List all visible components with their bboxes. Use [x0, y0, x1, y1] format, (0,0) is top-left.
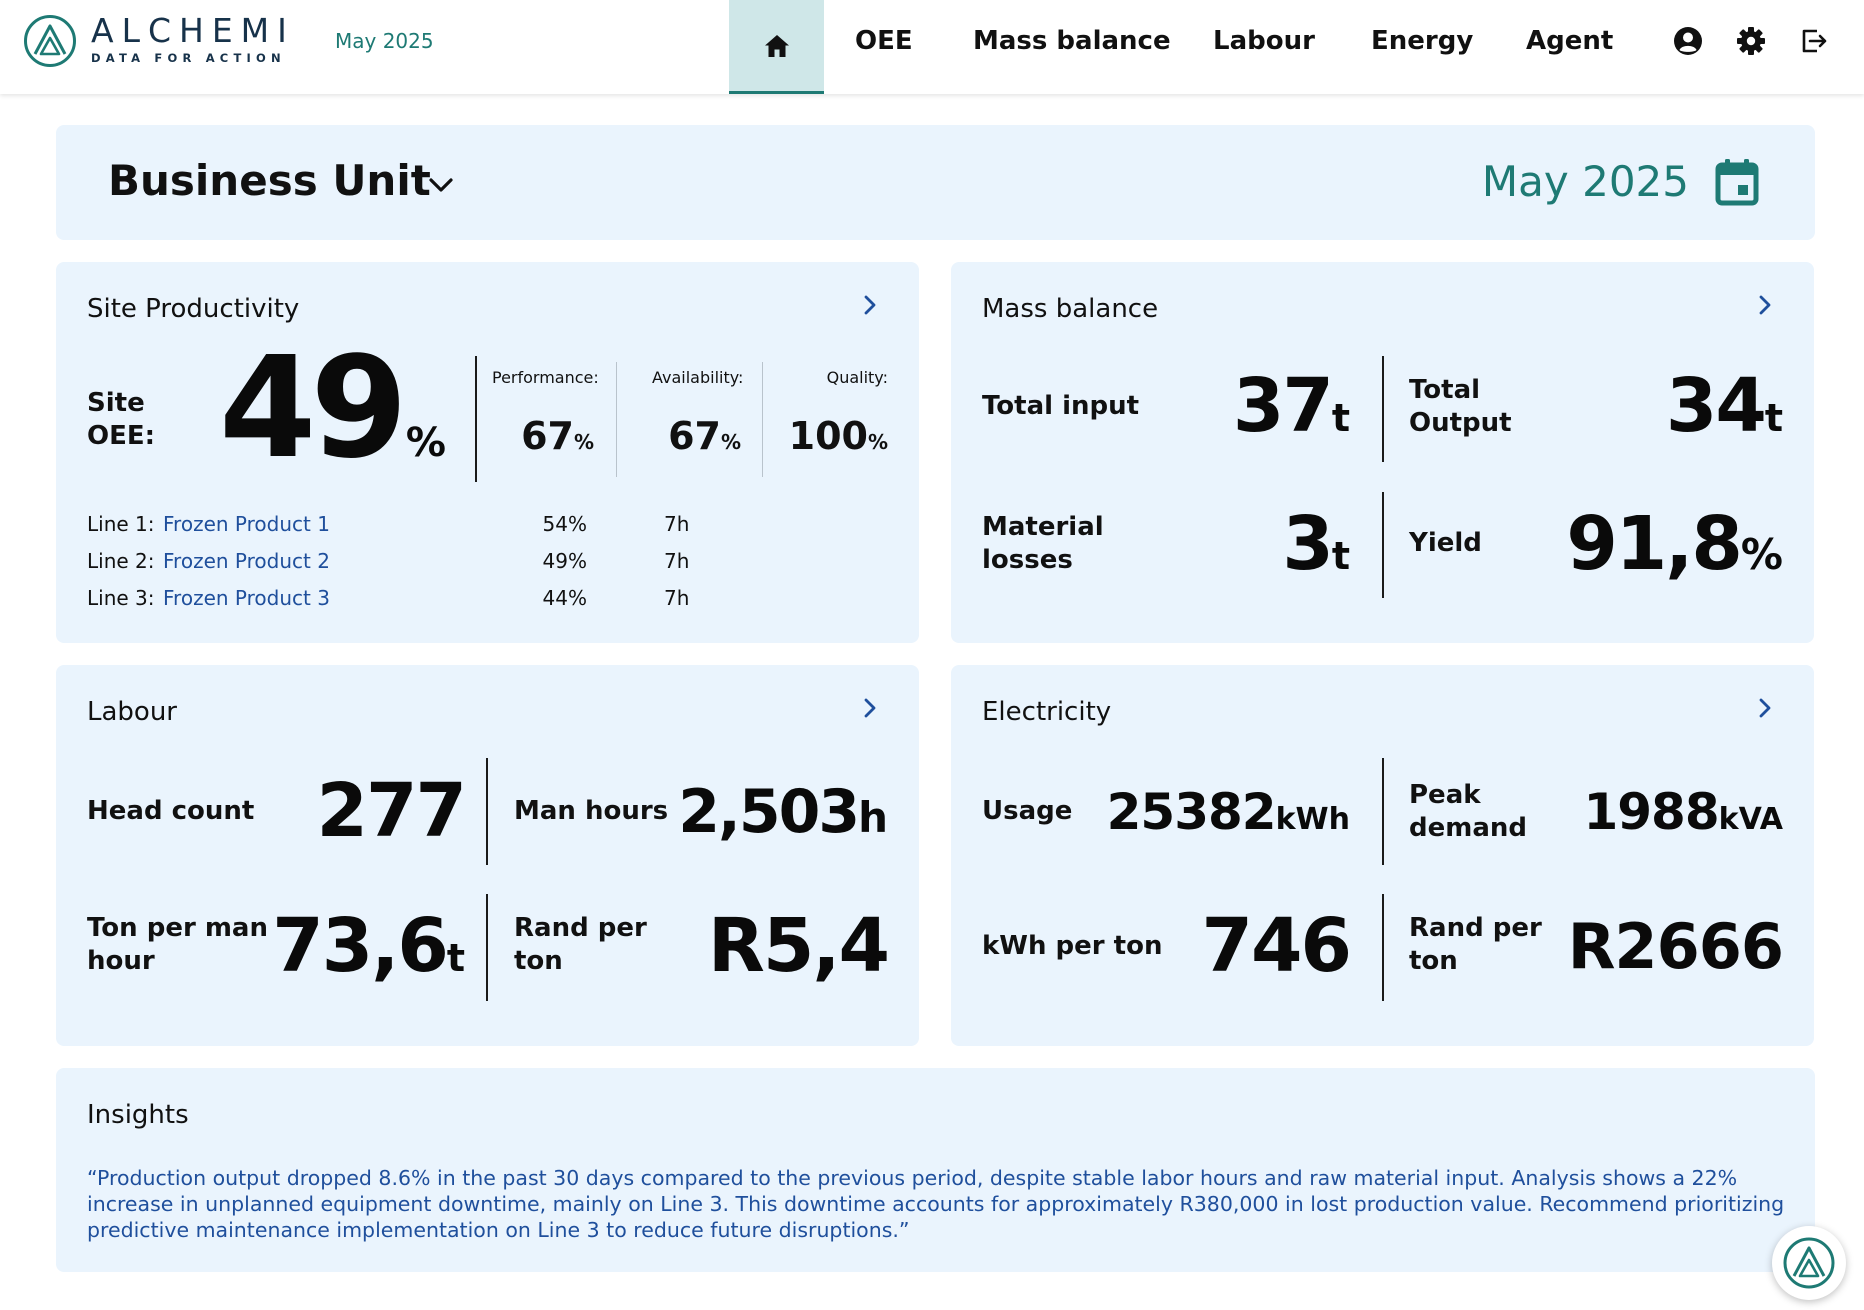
total-output-label: Total: [1409, 375, 1481, 405]
nav-home[interactable]: [729, 0, 824, 94]
site-oee-unit: %: [405, 420, 446, 466]
rand-per-ton-value: R5,4: [707, 903, 890, 989]
divider: [1382, 492, 1384, 598]
total-output-value: 34t: [1665, 363, 1783, 449]
ton-per-man-hour-label: hour: [87, 946, 155, 976]
brand: ALCHEMI DATA FOR ACTION: [91, 11, 295, 66]
line-hours: 7h: [664, 549, 690, 573]
line-row: Line 1: Frozen Product 1 54% 7h: [87, 512, 690, 536]
availability-value: 67%: [668, 414, 741, 458]
card-title: Labour: [87, 697, 177, 727]
yield-value: 91,8%: [1566, 501, 1783, 587]
head-count-label: Head count: [87, 796, 255, 826]
head-count-value: 277: [316, 768, 467, 854]
divider: [1382, 356, 1384, 462]
rand-per-ton-value: R2666: [1567, 910, 1784, 983]
line-row: Line 2: Frozen Product 2 49% 7h: [87, 549, 690, 573]
divider: [486, 894, 488, 1001]
kwh-per-ton-label: kWh per ton: [982, 931, 1163, 961]
insights-text: “Production output dropped 8.6% in the p…: [87, 1166, 1785, 1242]
divider: [486, 758, 488, 865]
material-losses-value: 3t: [1282, 501, 1350, 587]
line-label: Line 1:: [87, 512, 155, 536]
insights-card: Insights “Production output dropped 8.6%…: [56, 1068, 1815, 1272]
chevron-right-icon[interactable]: [861, 294, 879, 316]
divider: [1382, 894, 1384, 1001]
divider: [616, 362, 617, 477]
line-label: Line 2:: [87, 549, 155, 573]
quality-value: 100%: [788, 414, 888, 458]
divider: [475, 356, 477, 482]
top-nav: ALCHEMI DATA FOR ACTION May 2025 OEE Mas…: [0, 0, 1864, 94]
site-oee-value: 49%: [219, 327, 446, 490]
gear-icon[interactable]: [1736, 26, 1766, 56]
peak-demand-label: Peak: [1409, 780, 1481, 810]
material-losses-label: Material: [982, 512, 1104, 542]
calendar-icon[interactable]: [1715, 158, 1759, 206]
line-product-link[interactable]: Frozen Product 3: [163, 586, 330, 610]
home-icon: [764, 34, 789, 57]
logout-icon[interactable]: [1799, 26, 1829, 56]
performance-label: Performance:: [492, 368, 599, 387]
peak-demand-value: 1988kVA: [1583, 783, 1783, 841]
card-title: Insights: [87, 1100, 189, 1130]
labour-card: Labour Head count 277 Man hours 2,503h T…: [56, 665, 919, 1046]
chevron-right-icon[interactable]: [861, 697, 879, 719]
rand-per-ton-label: ton: [1409, 946, 1458, 976]
card-title: Site Productivity: [87, 294, 300, 324]
alchemi-logo-icon[interactable]: [23, 14, 77, 68]
mass-balance-card: Mass balance Total input 37t Total Outpu…: [951, 262, 1814, 643]
brand-name: ALCHEMI: [91, 11, 295, 50]
usage-label: Usage: [982, 796, 1073, 826]
line-label: Line 3:: [87, 586, 155, 610]
card-title: Mass balance: [982, 294, 1159, 324]
alchemi-logo-icon: [1783, 1237, 1835, 1289]
line-product-link[interactable]: Frozen Product 1: [163, 512, 330, 536]
nav-link-agent[interactable]: Agent: [1526, 26, 1614, 56]
man-hours-label: Man hours: [514, 796, 669, 826]
oee-label: OEE:: [87, 421, 156, 451]
selected-date[interactable]: May 2025: [1481, 157, 1689, 206]
rand-per-ton-label: Rand per: [1409, 913, 1542, 943]
kwh-per-ton-value: 746: [1201, 903, 1352, 989]
nav-link-energy[interactable]: Energy: [1371, 26, 1474, 56]
total-input-value: 37t: [1232, 363, 1350, 449]
quality-label: Quality:: [826, 368, 888, 387]
material-losses-label: losses: [982, 545, 1073, 575]
line-product-link[interactable]: Frozen Product 2: [163, 549, 330, 573]
site-productivity-card: Site Productivity Site OEE: 49% Performa…: [56, 262, 919, 643]
divider: [1382, 758, 1384, 865]
business-unit-header: Business Unit May 2025: [56, 125, 1815, 240]
yield-label: Yield: [1409, 528, 1482, 558]
chevron-right-icon[interactable]: [1756, 294, 1774, 316]
total-output-label: Output: [1409, 408, 1512, 438]
rand-per-ton-label: Rand per: [514, 913, 647, 943]
nav-period: May 2025: [335, 29, 434, 53]
rand-per-ton-label: ton: [514, 946, 563, 976]
total-input-label: Total input: [982, 391, 1140, 421]
divider: [762, 362, 763, 477]
man-hours-value: 2,503h: [678, 777, 888, 847]
peak-demand-label: demand: [1409, 813, 1528, 843]
user-icon[interactable]: [1673, 26, 1703, 56]
ton-per-man-hour-value: 73,6t: [272, 903, 465, 989]
nav-link-mass-balance[interactable]: Mass balance: [973, 26, 1171, 56]
performance-value: 67%: [521, 414, 594, 458]
nav-link-labour[interactable]: Labour: [1213, 26, 1315, 56]
chevron-down-icon[interactable]: [426, 170, 456, 200]
card-title: Electricity: [982, 697, 1112, 727]
line-hours: 7h: [664, 512, 690, 536]
oee-label: Site: [87, 388, 145, 418]
electricity-card: Electricity Usage 25382kWh Peak demand 1…: [951, 665, 1814, 1046]
business-unit-title[interactable]: Business Unit: [108, 156, 431, 205]
nav-link-oee[interactable]: OEE: [855, 26, 913, 56]
line-hours: 7h: [664, 586, 690, 610]
ton-per-man-hour-label: Ton per man: [87, 913, 268, 943]
chevron-right-icon[interactable]: [1756, 697, 1774, 719]
availability-label: Availability:: [652, 368, 744, 387]
brand-tagline: DATA FOR ACTION: [91, 51, 286, 65]
assistant-button[interactable]: [1772, 1226, 1846, 1300]
line-row: Line 3: Frozen Product 3 44% 7h: [87, 586, 690, 610]
usage-value: 25382kWh: [1106, 783, 1350, 841]
